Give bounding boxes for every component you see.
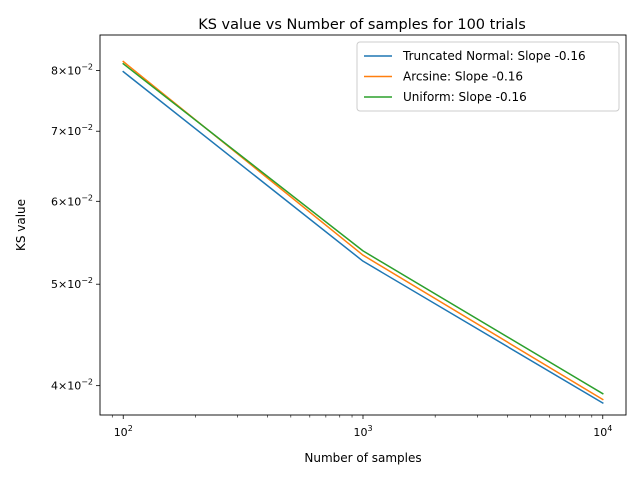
x-axis-label: Number of samples (304, 451, 421, 465)
x-axis: 102 103 104 (111, 415, 612, 439)
x-tick-label: 102 (114, 424, 133, 439)
series-line-2 (122, 60, 604, 401)
y-tick-label: 4×10−2 (51, 378, 93, 393)
legend: Truncated Normal: Slope -0.16 Arcsine: Sl… (356, 41, 620, 112)
x-tick-label: 104 (593, 424, 612, 439)
chart-title: KS value vs Number of samples for 100 tr… (198, 17, 526, 33)
y-tick-label: 6×10−2 (51, 193, 93, 208)
series-line-3 (122, 62, 604, 395)
y-tick-label: 7×10−2 (51, 123, 93, 138)
y-axis: 4×10−2 5×10−2 6×10−2 7×10−2 8×10−2 (51, 63, 100, 393)
series-lines (122, 60, 604, 405)
y-tick-label: 5×10−2 (51, 276, 93, 291)
y-tick-label: 8×10−2 (51, 63, 93, 78)
y-axis-label: KS value (14, 199, 28, 251)
legend-label-1: Truncated Normal: Slope -0.16 (402, 49, 586, 63)
legend-label-3: Uniform: Slope -0.16 (403, 90, 527, 104)
x-tick-label: 103 (353, 424, 372, 439)
series-line-1 (122, 70, 604, 405)
legend-box (356, 41, 620, 112)
legend-label-2: Arcsine: Slope -0.16 (403, 70, 523, 84)
